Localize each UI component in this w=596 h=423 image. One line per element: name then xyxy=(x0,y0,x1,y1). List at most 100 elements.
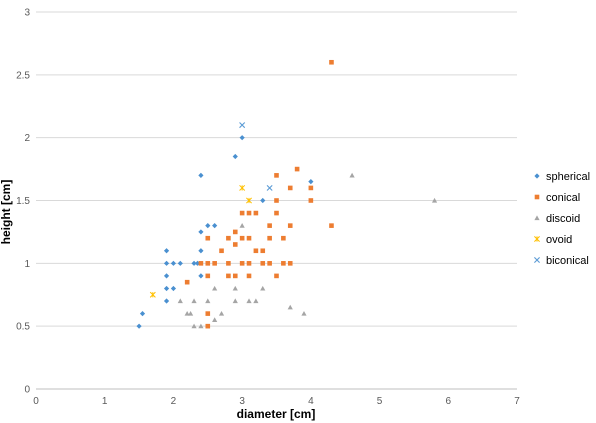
data-point-conical xyxy=(274,198,279,203)
data-point-ovoid xyxy=(239,184,246,191)
legend-label: discoid xyxy=(546,213,580,225)
legend-label: spherical xyxy=(546,171,590,183)
legend-item-discoid: discoid xyxy=(534,213,580,225)
y-tick-label: 1 xyxy=(24,259,30,270)
legend-item-conical: conical xyxy=(534,192,580,204)
y-axis-title: height [cm] xyxy=(0,180,13,245)
data-point-spherical xyxy=(163,298,170,304)
data-point-discoid xyxy=(198,323,204,329)
data-point-discoid xyxy=(431,197,438,203)
data-point-spherical xyxy=(260,197,266,204)
data-point-discoid xyxy=(212,317,218,322)
x-tick-label: 0 xyxy=(33,396,39,407)
data-point-conical xyxy=(294,166,300,172)
legend: spherical conical discoid ovoid biconical xyxy=(534,171,590,267)
data-point-conical xyxy=(219,248,224,254)
data-point-conical xyxy=(260,261,266,266)
data-point-conical xyxy=(212,261,217,266)
data-point-spherical xyxy=(212,223,218,229)
y-tick-label: 1.5 xyxy=(16,196,30,207)
data-point-conical xyxy=(232,273,238,279)
data-point-discoid xyxy=(239,223,245,228)
data-point-biconical xyxy=(239,122,246,129)
data-point-conical xyxy=(267,223,272,228)
data-point-conical xyxy=(184,279,190,285)
x-axis-title: diameter [cm] xyxy=(237,407,316,421)
data-points xyxy=(136,59,438,329)
data-point-conical xyxy=(226,235,231,241)
data-point-conical xyxy=(287,185,293,191)
data-point-conical xyxy=(308,198,314,203)
data-point-spherical xyxy=(163,273,170,279)
data-point-spherical xyxy=(239,135,245,141)
data-point-conical xyxy=(205,261,211,266)
legend-item-spherical: spherical xyxy=(534,171,590,183)
data-point-discoid xyxy=(253,298,259,304)
series-conical xyxy=(184,59,334,329)
data-point-discoid xyxy=(232,298,238,304)
series-biconical xyxy=(239,122,273,191)
data-point-conical xyxy=(274,173,279,178)
data-point-conical xyxy=(246,273,252,279)
data-point-spherical xyxy=(308,179,314,185)
data-point-conical xyxy=(287,223,293,228)
x-tick-label: 6 xyxy=(446,396,452,407)
data-point-conical xyxy=(226,261,231,266)
legend-label: ovoid xyxy=(546,234,572,246)
data-point-discoid xyxy=(232,285,238,291)
data-point-conical xyxy=(253,248,259,254)
y-axis-ticks: 0 0.5 1 1.5 2 2.5 3 xyxy=(16,8,30,396)
data-point-spherical xyxy=(177,260,183,266)
x-tick-label: 5 xyxy=(377,396,383,407)
data-point-conical xyxy=(246,210,252,216)
data-point-spherical xyxy=(198,248,204,254)
data-point-conical xyxy=(232,242,238,247)
x-tick-label: 3 xyxy=(239,396,245,407)
data-point-conical xyxy=(329,223,334,228)
data-point-conical xyxy=(267,235,272,241)
x-tick-label: 7 xyxy=(514,396,520,407)
data-point-spherical xyxy=(139,311,146,317)
data-point-discoid xyxy=(349,172,355,178)
data-point-discoid xyxy=(212,285,218,291)
data-point-ovoid xyxy=(149,291,156,298)
series-ovoid xyxy=(149,184,252,298)
data-point-discoid xyxy=(191,298,197,304)
data-point-discoid xyxy=(188,311,194,316)
data-point-discoid xyxy=(205,298,211,304)
x-axis-ticks: 0 1 2 3 4 5 6 7 xyxy=(33,396,520,407)
data-point-discoid xyxy=(191,323,197,329)
series-spherical xyxy=(136,135,314,329)
data-point-conical xyxy=(232,229,238,235)
data-point-conical xyxy=(281,235,286,241)
data-point-spherical xyxy=(163,285,170,292)
data-point-conical xyxy=(198,261,204,266)
data-point-conical xyxy=(281,261,286,266)
data-point-conical xyxy=(239,261,245,266)
y-tick-label: 0 xyxy=(24,385,30,396)
legend-marker-conical xyxy=(534,194,540,200)
data-point-conical xyxy=(274,210,279,216)
y-tick-label: 2 xyxy=(24,133,30,144)
x-tick-label: 2 xyxy=(171,396,177,407)
data-point-conical xyxy=(239,235,245,241)
gridlines xyxy=(36,11,517,327)
data-point-spherical xyxy=(170,260,177,266)
data-point-discoid xyxy=(184,311,190,316)
data-point-conical xyxy=(329,59,334,65)
x-tick-label: 1 xyxy=(102,396,108,407)
legend-item-biconical: biconical xyxy=(534,255,589,267)
x-tick-label: 4 xyxy=(308,396,314,407)
data-point-spherical xyxy=(163,248,170,254)
data-point-biconical xyxy=(266,184,273,191)
data-point-discoid xyxy=(177,298,183,304)
legend-marker-discoid xyxy=(534,215,540,221)
data-point-conical xyxy=(246,261,252,266)
legend-marker-spherical xyxy=(534,173,540,179)
legend-item-ovoid: ovoid xyxy=(534,234,572,246)
data-point-conical xyxy=(267,261,272,266)
data-point-conical xyxy=(287,261,293,266)
data-point-ovoid xyxy=(246,197,252,204)
legend-label: conical xyxy=(546,192,580,204)
y-tick-label: 2.5 xyxy=(16,70,30,81)
